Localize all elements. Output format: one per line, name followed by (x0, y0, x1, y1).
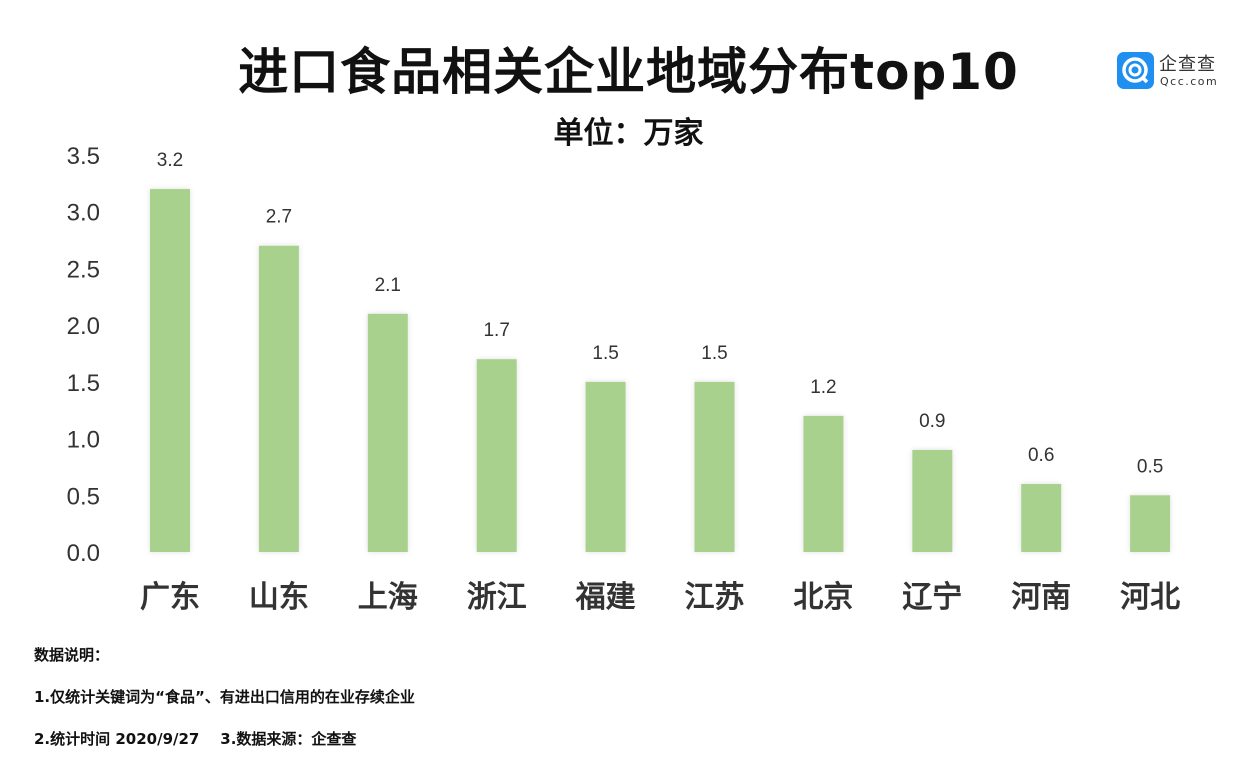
note-1: 1.仅统计关键词为“食品”、有进出口信用的在业存续企业 (34, 688, 415, 706)
x-tick-label: 福建 (575, 580, 636, 615)
qcc-logo: 企查查 Qcc.com (1117, 52, 1227, 92)
y-tick-label: 2.5 (67, 256, 100, 283)
logo-text-cn: 企查查 (1159, 54, 1216, 75)
y-tick-label: 0.5 (67, 483, 100, 510)
data-label: 3.2 (157, 150, 183, 171)
data-label: 0.6 (1028, 445, 1054, 466)
y-tick-label: 0.0 (67, 540, 100, 567)
x-tick-label: 江苏 (685, 580, 745, 615)
y-tick-label: 1.0 (67, 427, 100, 454)
x-tick-label: 上海 (358, 580, 418, 615)
data-label: 2.7 (266, 207, 292, 228)
logo-text-en: Qcc.com (1160, 75, 1219, 88)
x-tick-label: 辽宁 (902, 580, 962, 615)
data-label: 0.5 (1137, 456, 1163, 477)
note-2: 2.统计时间 2020/9/27 3.数据来源：企查查 (34, 730, 357, 748)
bar (150, 189, 190, 552)
x-tick-label: 山东 (249, 580, 309, 615)
y-tick-label: 2.0 (67, 313, 100, 340)
bar (476, 359, 517, 552)
chart-subtitle: 单位：万家 (553, 116, 704, 151)
x-tick-label: 浙江 (467, 580, 527, 615)
notes-heading: 数据说明： (34, 646, 110, 664)
y-tick-label: 3.0 (67, 200, 100, 227)
bar (1021, 483, 1062, 552)
data-label: 1.5 (701, 343, 727, 364)
bar (367, 313, 408, 552)
x-tick-label: 北京 (793, 580, 853, 615)
data-label: 1.2 (810, 377, 836, 398)
chart-title: 进口食品相关企业地域分布top10 (238, 43, 1019, 101)
bar (585, 381, 626, 552)
bar (258, 245, 299, 552)
bar (1130, 495, 1171, 552)
y-tick-label: 3.5 (67, 143, 100, 170)
x-tick-label: 河南 (1011, 580, 1071, 615)
bar (803, 415, 844, 552)
data-label: 1.5 (592, 343, 618, 364)
data-label: 1.7 (483, 320, 509, 341)
bar (912, 449, 953, 552)
bar-chart: 0.0 0.5 1.0 1.5 2.0 2.5 3.0 3.5 3.2 2.7 2.1 1.7 1.5 1… (67, 143, 1180, 615)
data-label: 2.1 (375, 275, 401, 296)
qcc-logo-icon (1117, 52, 1154, 89)
data-label: 0.9 (919, 411, 945, 432)
y-tick-label: 1.5 (67, 370, 100, 397)
bar (694, 381, 735, 552)
x-tick-label: 河北 (1120, 580, 1180, 615)
x-tick-label: 广东 (140, 580, 200, 615)
